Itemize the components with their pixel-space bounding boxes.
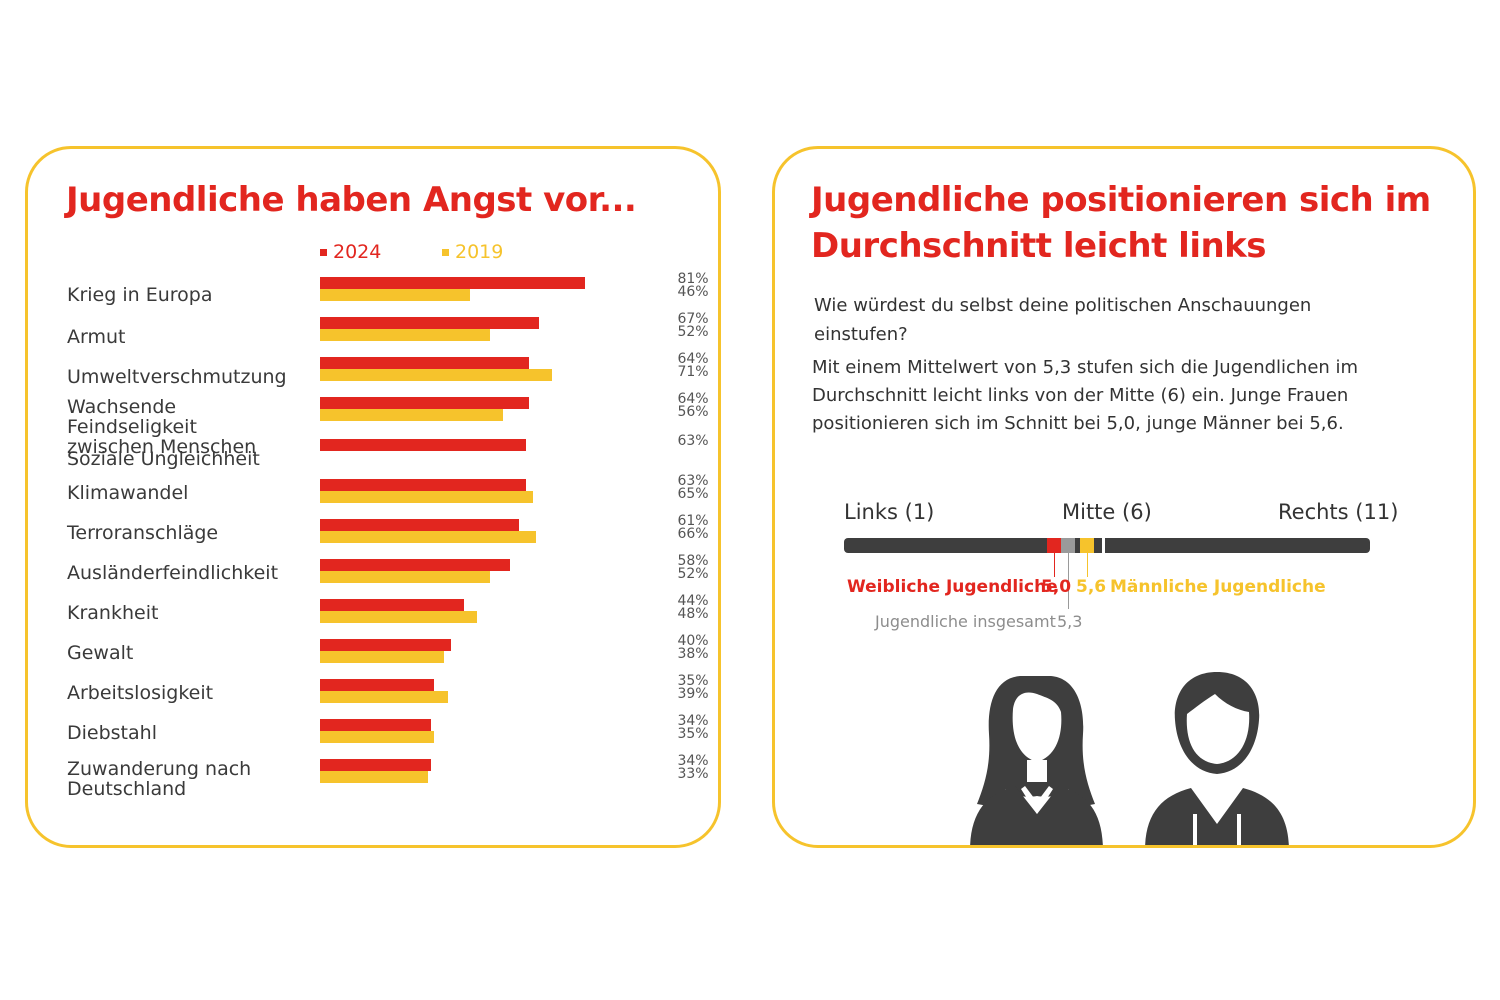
bar-2024 <box>320 599 464 611</box>
value-label-2024: 44% <box>677 593 709 609</box>
legend-item-2019: 2019 <box>442 241 503 263</box>
male-annotation-label: Männliche Jugendliche <box>1110 577 1326 597</box>
bar-2024 <box>320 719 431 731</box>
value-label-2024: 35% <box>677 673 709 689</box>
bar-2019 <box>320 531 536 543</box>
scale-mid-label: Mitte (6) <box>1062 500 1152 524</box>
value-label-2019: 48% <box>677 606 709 622</box>
summary-text: Mit einem Mittelwert von 5,3 stufen sich… <box>812 357 1359 434</box>
category-label: Arbeitslosigkeit <box>67 682 214 704</box>
value-label-2019: 56% <box>677 404 709 420</box>
bar-2019 <box>320 329 490 341</box>
category-label: Soziale Ungleichheit <box>67 448 260 470</box>
bar-2024 <box>320 397 529 409</box>
value-label-2019: 52% <box>677 566 709 582</box>
man-silhouette-icon <box>1145 672 1289 845</box>
female-pointer-line <box>1054 553 1055 577</box>
bar-2024 <box>320 639 451 651</box>
female-annotation-value: 5,0 <box>1041 577 1072 597</box>
bar-2019 <box>320 409 503 421</box>
value-label-2019: 71% <box>677 364 709 380</box>
bar-2024 <box>320 679 434 691</box>
political-scale-bar <box>844 538 1370 553</box>
legend-swatch-2019 <box>442 249 449 256</box>
position-title: Jugendliche positionieren sich im Durchs… <box>811 180 1431 266</box>
male-annotation-value: 5,6 <box>1076 577 1107 597</box>
bar-2019 <box>320 611 477 623</box>
legend-item-2024: 2024 <box>320 241 381 263</box>
male-marker <box>1080 538 1094 553</box>
value-label-2019: 38% <box>677 646 709 662</box>
female-annotation-label: Weibliche Jugendliche <box>847 577 1058 597</box>
category-label: Diebstahl <box>67 722 157 744</box>
category-label: Krankheit <box>67 602 159 624</box>
value-label-2019: 35% <box>677 726 709 742</box>
legend-label-2024: 2024 <box>333 241 382 263</box>
bar-2024 <box>320 357 529 369</box>
bar-2024 <box>320 519 519 531</box>
category-label: Umweltverschmutzung <box>67 366 287 388</box>
category-label: Krieg in Europa <box>67 284 213 306</box>
female-marker <box>1047 538 1061 553</box>
category-label: Ausländerfeindlichkeit <box>67 562 279 584</box>
bar-2024 <box>320 317 539 329</box>
value-label-2019: 52% <box>677 324 709 340</box>
value-label-2024: 63% <box>677 433 709 449</box>
fears-panel: Jugendliche haben Angst vor... 2024 2019… <box>25 146 721 848</box>
bar-2019 <box>320 771 428 783</box>
survey-question: Wie würdest du selbst deine politischen … <box>814 295 1312 345</box>
bar-2019 <box>320 651 444 663</box>
value-label-2024: 34% <box>677 753 709 769</box>
value-label-2019: 66% <box>677 526 709 542</box>
value-label-2024: 63% <box>677 473 709 489</box>
category-label: Wachsende Feindseligkeit zwischen Mensch… <box>67 396 257 458</box>
value-label-2019: 33% <box>677 766 709 782</box>
value-label-2024: 81% <box>677 271 709 287</box>
bar-2019 <box>320 369 552 381</box>
category-label: Armut <box>67 326 126 348</box>
category-label: Zuwanderung nach Deutschland <box>67 758 252 800</box>
legend-label-2019: 2019 <box>455 241 504 263</box>
value-label-2024: 58% <box>677 553 709 569</box>
value-label-2024: 64% <box>677 391 709 407</box>
bar-2024 <box>320 277 585 289</box>
value-label-2019: 46% <box>677 284 709 300</box>
bar-2019 <box>320 491 533 503</box>
total-annotation-value: 5,3 <box>1057 612 1083 631</box>
bar-2024 <box>320 439 526 451</box>
category-label: Klimawandel <box>67 482 189 504</box>
value-label-2024: 64% <box>677 351 709 367</box>
woman-silhouette-icon <box>970 676 1103 845</box>
value-label-2024: 61% <box>677 513 709 529</box>
bar-2024 <box>320 559 510 571</box>
fears-title: Jugendliche haben Angst vor... <box>66 180 637 220</box>
bar-2019 <box>320 731 434 743</box>
category-label: Terroranschläge <box>67 522 219 544</box>
bar-2019 <box>320 289 470 301</box>
male-pointer-line <box>1087 553 1088 577</box>
value-label-2024: 40% <box>677 633 709 649</box>
center-marker <box>1102 538 1105 553</box>
bar-2019 <box>320 691 448 703</box>
category-label: Gewalt <box>67 642 134 664</box>
value-label-2024: 67% <box>677 311 709 327</box>
value-label-2024: 34% <box>677 713 709 729</box>
scale-left-label: Links (1) <box>844 500 935 524</box>
legend-swatch-2024 <box>320 249 327 256</box>
bar-2019 <box>320 571 490 583</box>
fears-bar-chart: Krieg in Europa 81% 46% Armut 67% 52% Umweltve… <box>28 149 718 845</box>
total-marker <box>1061 538 1075 553</box>
political-position-panel: Jugendliche positionieren sich im Durchs… <box>772 146 1476 848</box>
scale-right-label: Rechts (11) <box>1278 500 1399 524</box>
bar-2024 <box>320 759 431 771</box>
total-pointer-line <box>1068 553 1069 609</box>
youth-illustration <box>970 672 1289 845</box>
value-label-2019: 65% <box>677 486 709 502</box>
bar-2024 <box>320 479 526 491</box>
value-label-2019: 39% <box>677 686 709 702</box>
total-annotation-label: Jugendliche insgesamt <box>875 612 1056 631</box>
